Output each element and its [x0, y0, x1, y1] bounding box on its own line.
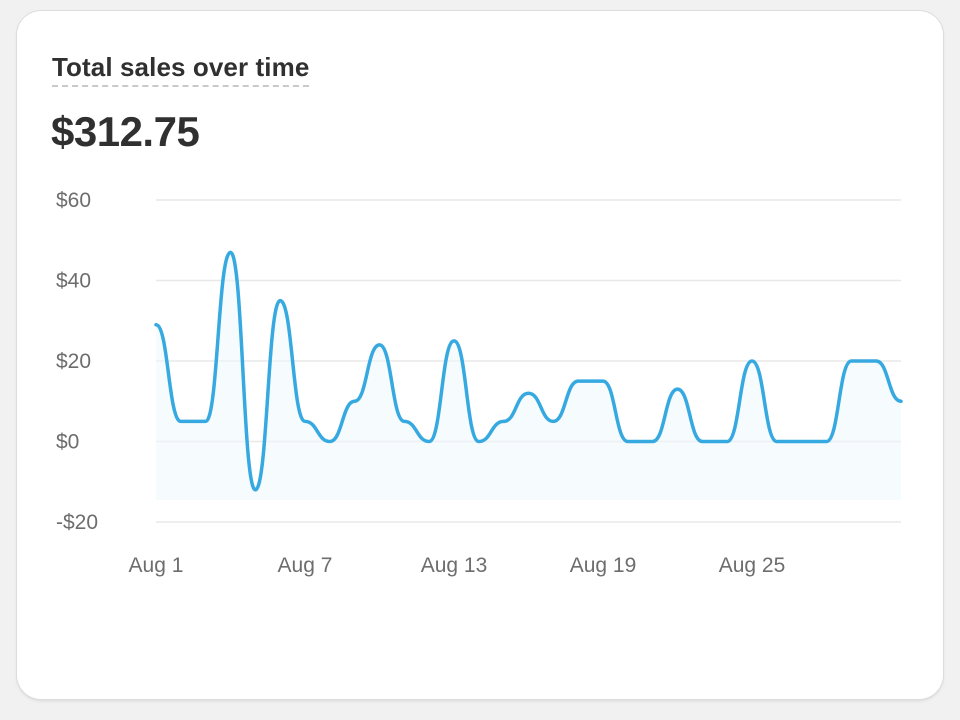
y-tick-label: $0: [56, 431, 79, 454]
data-point[interactable]: [547, 415, 559, 427]
data-point[interactable]: [746, 355, 758, 367]
data-point[interactable]: [672, 383, 684, 395]
card-title[interactable]: Total sales over time: [52, 51, 310, 87]
series-line[interactable]: [154, 250, 903, 492]
data-point[interactable]: [821, 436, 833, 448]
data-point[interactable]: [498, 415, 510, 427]
x-tick-label: Aug 19: [570, 554, 637, 577]
data-point[interactable]: [622, 436, 634, 448]
y-tick-label: $20: [56, 350, 91, 373]
data-point[interactable]: [647, 436, 659, 448]
series-group: [150, 246, 907, 500]
x-tick-label: Aug 13: [421, 554, 488, 577]
data-point[interactable]: [771, 436, 783, 448]
data-point[interactable]: [249, 484, 261, 496]
y-tick-label: $40: [56, 270, 91, 293]
data-point[interactable]: [349, 395, 361, 407]
data-point[interactable]: [423, 436, 435, 448]
data-point[interactable]: [597, 375, 609, 387]
x-tick-label: Aug 1: [129, 554, 184, 577]
data-point[interactable]: [473, 436, 485, 448]
data-point[interactable]: [895, 395, 907, 407]
total-sales-value: $312.75: [51, 108, 200, 155]
data-point[interactable]: [324, 436, 336, 448]
data-point[interactable]: [845, 355, 857, 367]
data-point[interactable]: [448, 335, 460, 347]
data-point[interactable]: [200, 415, 212, 427]
data-point[interactable]: [150, 319, 162, 331]
data-point[interactable]: [523, 387, 535, 399]
data-point[interactable]: [299, 415, 311, 427]
data-point[interactable]: [870, 355, 882, 367]
x-tick-label: Aug 25: [719, 554, 786, 577]
data-point[interactable]: [696, 436, 708, 448]
series-area: [156, 252, 901, 500]
y-tick-label: -$20: [56, 511, 98, 534]
y-tick-label: $60: [56, 189, 91, 212]
data-point[interactable]: [398, 415, 410, 427]
data-point[interactable]: [374, 339, 386, 351]
data-point[interactable]: [274, 295, 286, 307]
sales-card: Total sales over time $312.75: [17, 11, 943, 699]
data-point[interactable]: [796, 436, 808, 448]
data-point[interactable]: [572, 375, 584, 387]
data-point[interactable]: [175, 415, 187, 427]
y-axis: $60 $40 $20 $0 -$20: [56, 189, 98, 534]
x-axis: Aug 1 Aug 7 Aug 13 Aug 19 Aug 25: [129, 554, 786, 577]
data-point[interactable]: [721, 436, 733, 448]
data-point[interactable]: [225, 246, 237, 258]
x-tick-label: Aug 7: [278, 554, 333, 577]
